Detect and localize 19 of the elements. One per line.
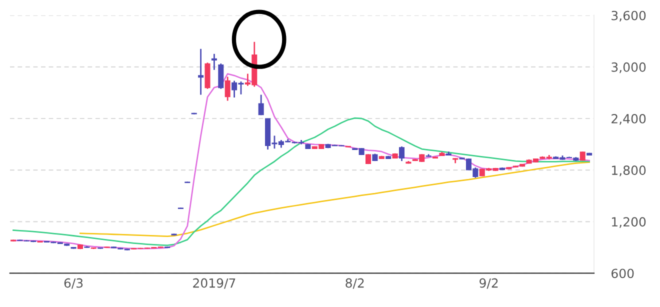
- y-tick-label: 2,400: [612, 114, 646, 125]
- candlestick: [211, 53, 217, 71]
- candlestick: [398, 146, 405, 162]
- line-series: [80, 162, 590, 238]
- candlestick: [218, 62, 224, 90]
- x-tick-label: 8/2: [346, 278, 364, 289]
- x-tick-label: 2019/7: [193, 278, 236, 289]
- candlestick: [198, 48, 204, 96]
- y-tick-label: 1,200: [612, 217, 646, 228]
- candlestick: [258, 94, 264, 116]
- x-tick-label: 6/3: [64, 278, 83, 289]
- candlestick: [204, 62, 210, 90]
- y-tick-label: 1,800: [612, 166, 646, 176]
- line-series: [12, 117, 590, 246]
- y-tick-label: 600: [612, 268, 634, 278]
- y-tick-label: 3,000: [612, 62, 646, 74]
- y-tick-label: 3,600: [612, 10, 646, 22]
- x-tick-label: 9/2: [480, 278, 498, 289]
- candlestick: [224, 76, 230, 102]
